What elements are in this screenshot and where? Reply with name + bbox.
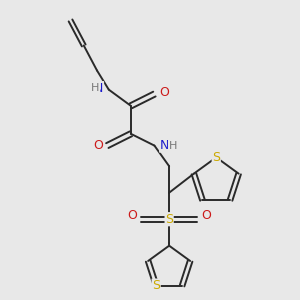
Text: H: H — [91, 83, 100, 93]
Text: S: S — [152, 279, 160, 292]
Text: N: N — [160, 139, 169, 152]
Text: S: S — [212, 151, 220, 164]
Text: O: O — [93, 139, 103, 152]
Text: N: N — [94, 82, 104, 95]
Text: O: O — [127, 209, 137, 222]
Text: O: O — [202, 209, 212, 222]
Text: S: S — [165, 213, 173, 226]
Text: H: H — [169, 141, 177, 151]
Text: O: O — [159, 86, 169, 99]
